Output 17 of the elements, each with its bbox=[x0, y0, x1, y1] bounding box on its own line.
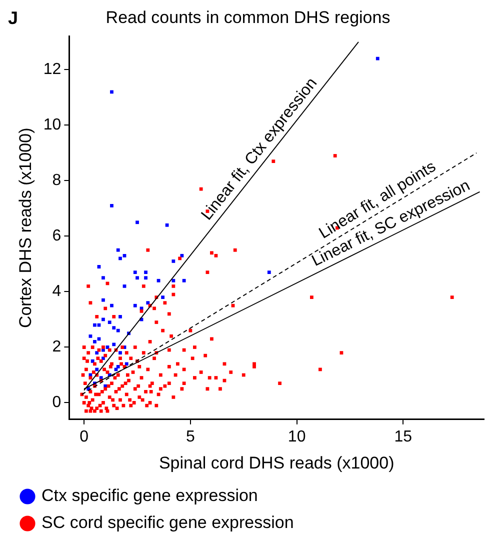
x-axis-title: Spinal cord DHS reads (x1000) bbox=[158, 453, 394, 472]
y-tick-label: 2 bbox=[52, 338, 62, 356]
y-tick-label: 12 bbox=[43, 61, 62, 78]
x-tick-label: 15 bbox=[394, 428, 412, 446]
y-tick-label: 4 bbox=[52, 283, 62, 300]
x-tick-label: 5 bbox=[186, 428, 195, 446]
y-tick-label: 10 bbox=[43, 116, 62, 134]
x-tick-label: 0 bbox=[80, 428, 89, 446]
y-axis-title: Cortex DHS reads (x1000) bbox=[16, 128, 35, 328]
y-tick-label: 8 bbox=[52, 172, 62, 190]
legend-label: Ctx specific gene expression bbox=[42, 486, 258, 506]
y-tick-label: 0 bbox=[52, 394, 62, 412]
x-tick-label: 10 bbox=[288, 428, 306, 446]
chart-title: Read counts in common DHS regions bbox=[106, 8, 390, 27]
y-tick-label: 6 bbox=[52, 228, 62, 245]
legend-label: SC cord specific gene expression bbox=[42, 513, 294, 532]
text: J bbox=[8, 8, 18, 29]
